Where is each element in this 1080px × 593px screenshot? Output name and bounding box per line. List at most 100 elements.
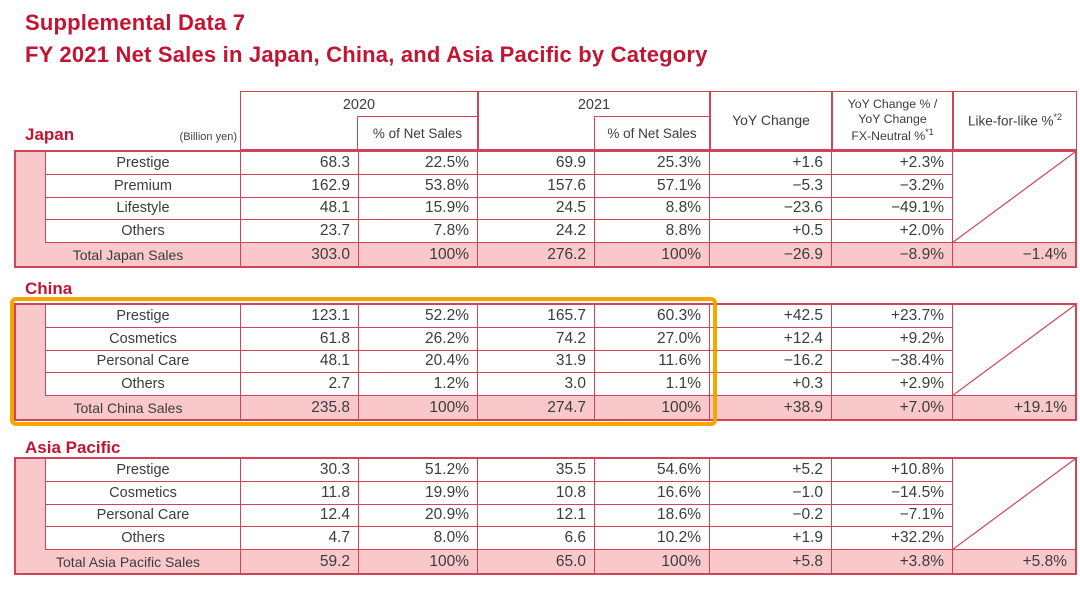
pct-2021-cell: 16.6% xyxy=(595,481,710,505)
category-cell: Personal Care xyxy=(46,504,241,528)
footnote-marker-1: *1 xyxy=(925,126,934,137)
total-yoy-change-cell: −26.9 xyxy=(710,243,832,266)
value-2021-cell: 24.5 xyxy=(478,197,595,221)
value-2021-cell: 165.7 xyxy=(478,305,595,328)
gutter-cell xyxy=(16,305,46,397)
category-cell: Prestige xyxy=(46,305,241,328)
yoy-change-cell: −5.3 xyxy=(710,174,832,198)
value-2021-cell: 12.1 xyxy=(478,504,595,528)
total-value-2021-cell: 65.0 xyxy=(478,550,595,573)
diagonal-line xyxy=(953,152,1075,242)
yoy-change-pct-cell: −3.2% xyxy=(832,174,953,198)
yoy-change-cell: +1.6 xyxy=(710,152,832,175)
total-label-cell: Total Japan Sales xyxy=(16,243,241,266)
category-cell: Cosmetics xyxy=(46,327,241,351)
value-2020-cell: 48.1 xyxy=(241,197,359,221)
yoy-change-pct-cell: +2.3% xyxy=(832,152,953,175)
pct-2021-cell: 57.1% xyxy=(595,174,710,198)
value-2021-cell: 24.2 xyxy=(478,220,595,244)
footnote-marker-2: *2 xyxy=(1053,111,1063,122)
pct-2020-cell: 20.4% xyxy=(359,350,478,374)
pct-2020-cell: 15.9% xyxy=(359,197,478,221)
total-pct-2021-cell: 100% xyxy=(595,396,710,419)
yoy-change-pct-cell: +32.2% xyxy=(832,527,953,551)
pct-2021-cell: 1.1% xyxy=(595,373,710,397)
total-yoy-change-cell: +5.8 xyxy=(710,550,832,573)
section-label-japan: Japan xyxy=(25,125,75,144)
yoy-change-cell: +1.9 xyxy=(710,527,832,551)
value-2021-cell: 69.9 xyxy=(478,152,595,175)
category-cell: Others xyxy=(46,373,241,397)
yoy-change-pct-cell: +2.0% xyxy=(832,220,953,244)
header-2021-pct-net-sales: % of Net Sales xyxy=(594,116,709,149)
yoy-change-cell: +12.4 xyxy=(710,327,832,351)
value-2020-cell: 2.7 xyxy=(241,373,359,397)
value-2021-cell: 35.5 xyxy=(478,459,595,482)
like-for-like-na-cell xyxy=(953,459,1075,551)
value-2020-cell: 30.3 xyxy=(241,459,359,482)
pct-2020-cell: 1.2% xyxy=(359,373,478,397)
total-label-cell: Total China Sales xyxy=(16,396,241,419)
yoy-change-cell: +5.2 xyxy=(710,459,832,482)
yoy-change-cell: +42.5 xyxy=(710,305,832,328)
pct-2020-cell: 19.9% xyxy=(359,481,478,505)
pct-2020-cell: 7.8% xyxy=(359,220,478,244)
value-2020-cell: 23.7 xyxy=(241,220,359,244)
gutter-cell xyxy=(16,152,46,244)
pct-2021-cell: 11.6% xyxy=(595,350,710,374)
header-yoy-pct-line2: YoY Change xyxy=(858,111,927,126)
section-label-china: China xyxy=(25,279,73,298)
pct-2020-cell: 20.9% xyxy=(359,504,478,528)
china-table: Prestige 123.1 52.2% 165.7 60.3% +42.5 +… xyxy=(14,303,1077,421)
diagonal-line xyxy=(953,305,1075,395)
category-cell: Lifestyle xyxy=(46,197,241,221)
yoy-change-cell: +0.3 xyxy=(710,373,832,397)
header-yoy-pct-line1: YoY Change % / xyxy=(847,96,938,111)
yoy-change-cell: −1.0 xyxy=(710,481,832,505)
value-2020-cell: 48.1 xyxy=(241,350,359,374)
pct-2020-cell: 26.2% xyxy=(359,327,478,351)
yoy-change-cell: −16.2 xyxy=(710,350,832,374)
total-pct-2020-cell: 100% xyxy=(359,396,478,419)
yoy-change-pct-cell: −7.1% xyxy=(832,504,953,528)
value-2021-cell: 157.6 xyxy=(478,174,595,198)
category-cell: Others xyxy=(46,220,241,244)
pct-2021-cell: 25.3% xyxy=(595,152,710,175)
header-2020-pct-net-sales: % of Net Sales xyxy=(357,116,477,149)
total-like-for-like-cell: +5.8% xyxy=(953,550,1075,573)
total-pct-2020-cell: 100% xyxy=(359,550,478,573)
yoy-change-cell: −23.6 xyxy=(710,197,832,221)
pct-2020-cell: 52.2% xyxy=(359,305,478,328)
header-yoy-change-pct: YoY Change % / YoY Change FX-Neutral %*1 xyxy=(832,91,953,150)
total-pct-2020-cell: 100% xyxy=(359,243,478,266)
header-yoy-change-label: YoY Change xyxy=(732,111,810,128)
yoy-change-pct-cell: +23.7% xyxy=(832,305,953,328)
value-2020-cell: 162.9 xyxy=(241,174,359,198)
diagonal-line xyxy=(953,459,1075,549)
yoy-change-pct-cell: +9.2% xyxy=(832,327,953,351)
header-like-for-like: Like-for-like %*2 xyxy=(953,91,1077,150)
total-value-2021-cell: 276.2 xyxy=(478,243,595,266)
value-2021-cell: 6.6 xyxy=(478,527,595,551)
value-2020-cell: 123.1 xyxy=(241,305,359,328)
japan-table: Prestige 68.3 22.5% 69.9 25.3% +1.6 +2.3… xyxy=(14,150,1077,268)
header-like-for-like-label: Like-for-like %*2 xyxy=(967,111,1063,129)
yoy-change-pct-cell: −49.1% xyxy=(832,197,953,221)
category-cell: Cosmetics xyxy=(46,481,241,505)
total-pct-2021-cell: 100% xyxy=(595,550,710,573)
total-value-2020-cell: 59.2 xyxy=(241,550,359,573)
unit-label: (Billion yen) xyxy=(179,131,237,143)
category-cell: Premium xyxy=(46,174,241,198)
value-2020-cell: 12.4 xyxy=(241,504,359,528)
highlight-box-china xyxy=(10,297,717,426)
like-for-like-na-cell xyxy=(953,305,1075,397)
page-title-line2: FY 2021 Net Sales in Japan, China, and A… xyxy=(25,42,708,67)
pct-2021-cell: 27.0% xyxy=(595,327,710,351)
yoy-change-cell: −0.2 xyxy=(710,504,832,528)
value-2021-cell: 74.2 xyxy=(478,327,595,351)
pct-2021-cell: 60.3% xyxy=(595,305,710,328)
pct-2021-cell: 8.8% xyxy=(595,197,710,221)
header-2020-label: 2020 xyxy=(342,97,376,113)
total-yoy-change-pct-cell: +3.8% xyxy=(832,550,953,573)
